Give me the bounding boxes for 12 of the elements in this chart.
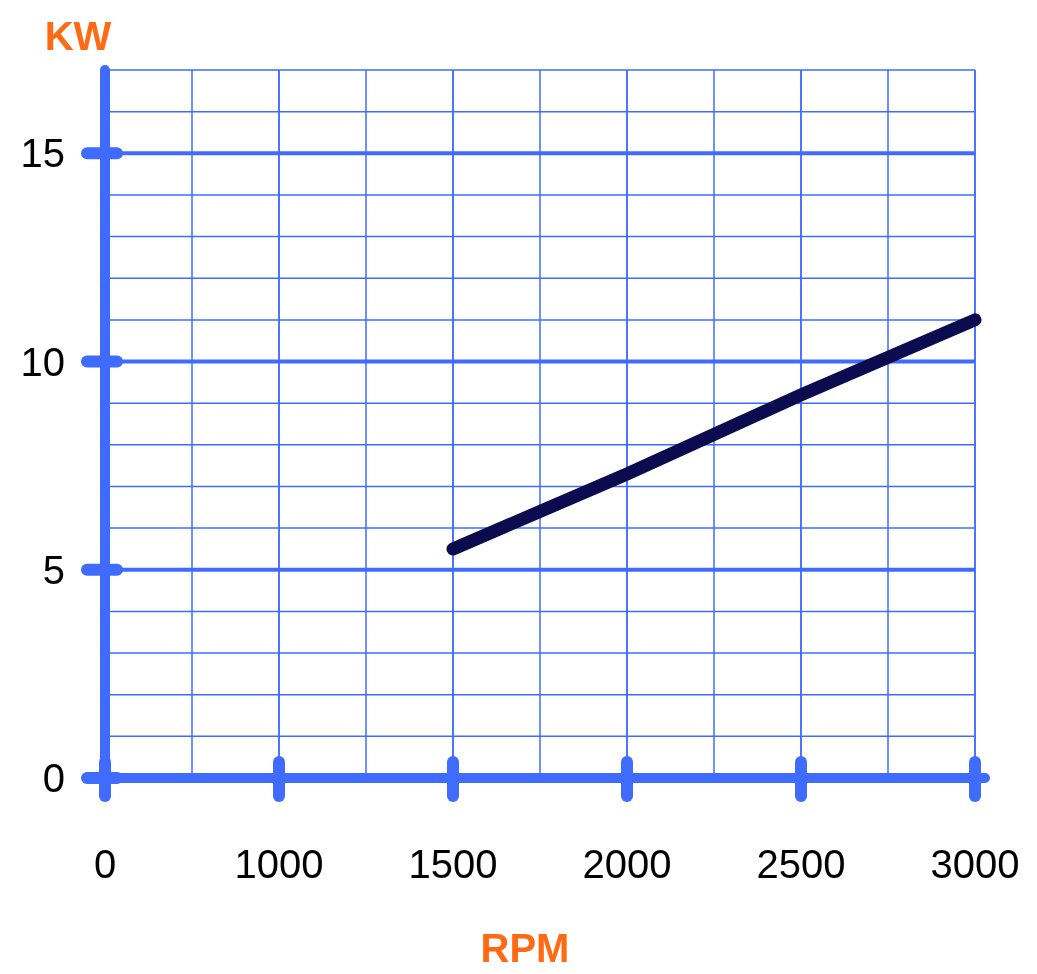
y-tick-label: 0 [42, 756, 65, 800]
x-tick-label: 2000 [582, 842, 672, 886]
x-tick-label: 0 [93, 842, 117, 886]
y-tick-label: 10 [20, 339, 65, 384]
y-tick-label: 15 [20, 131, 65, 176]
x-tick-label: 1500 [408, 842, 498, 886]
y-axis-title: KW [44, 14, 112, 58]
x-tick-label: 2500 [756, 842, 846, 886]
y-tick-label: 5 [42, 547, 65, 592]
x-tick-label: 1000 [234, 842, 324, 886]
x-axis-title: RPM [480, 926, 570, 970]
x-tick-label: 3000 [930, 842, 1020, 886]
